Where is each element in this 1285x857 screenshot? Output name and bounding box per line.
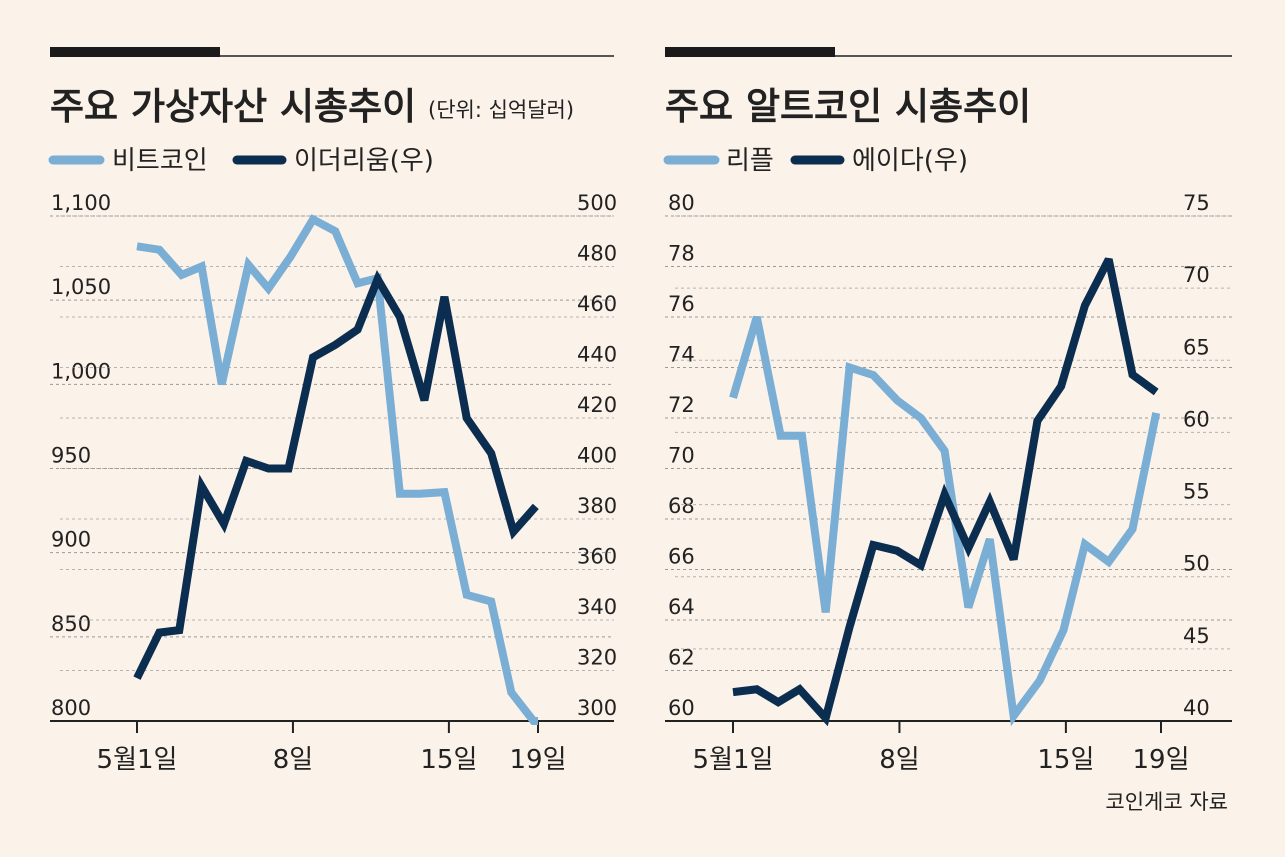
- panel2-right-tick-label: 45: [1183, 624, 1210, 648]
- panel1-right-tick-label: 320: [577, 646, 617, 670]
- panel2-x-tick-label: 8일: [879, 745, 919, 775]
- panel2-left-tick-label: 76: [668, 292, 695, 316]
- panel2-plot: 80 78 76 74 72 70 68 66 64 62 60 75 70 65 60 55 50 45 40 5월…: [665, 191, 1232, 775]
- panel2-title: 주요 알트코인 시총추이: [665, 85, 1031, 128]
- panel1-left-tick-label: 1,050: [51, 275, 111, 299]
- panel2-left-tick-label: 74: [668, 343, 695, 367]
- panel1-x-tick-label: 19일: [509, 745, 566, 775]
- panel2-x-tick-label: 19일: [1132, 745, 1189, 775]
- panel1-x-tick-label: 15일: [420, 745, 477, 775]
- panel2-x-tick-label: 15일: [1037, 745, 1094, 775]
- panel1-right-tick-label: 400: [577, 444, 617, 468]
- panel1-right-tick-label: 480: [577, 242, 617, 266]
- panel1-legend-ethereum: 이더리움(우): [294, 146, 434, 176]
- panel2-right-tick-label: 40: [1183, 696, 1210, 720]
- panel1-header-bar: [50, 47, 220, 57]
- panel1-x-tick-label: 8일: [273, 745, 313, 775]
- panel2-legend-ada: 에이다(우): [852, 146, 968, 176]
- panel1-right-tick-label: 300: [577, 696, 617, 720]
- panel1-left-tick-label: 1,100: [51, 191, 111, 215]
- panel1-left-tick-label: 1,000: [51, 359, 111, 383]
- panel2-left-tick-label: 68: [668, 494, 695, 518]
- panel1-left-tick-label: 900: [51, 528, 91, 552]
- panel2-right-tick-label: 70: [1183, 263, 1210, 287]
- panel2-left-tick-label: 70: [668, 444, 695, 468]
- panel2-left-tick-label: 72: [668, 393, 695, 417]
- panel2-right-tick-label: 75: [1183, 191, 1210, 215]
- panel1-title: 주요 가상자산 시총추이: [50, 85, 416, 128]
- panel2-series-line-light: [729, 315, 1161, 727]
- panel2-right-tick-label: 65: [1183, 335, 1210, 359]
- panel1-left-tick-label: 800: [51, 696, 91, 720]
- panel1-unit-note: (단위: 십억달러): [428, 98, 574, 122]
- panel2-left-tick-label: 62: [668, 646, 695, 670]
- panel1-right-tick-label: 440: [577, 343, 617, 367]
- panel1-right-tick-label: 500: [577, 191, 617, 215]
- panel2-left-tick-label: 66: [668, 545, 695, 569]
- panel1-left-tick-label: 950: [51, 444, 91, 468]
- panel2-left-tick-label: 80: [668, 191, 695, 215]
- panel1-x-tick-label: 5월1일: [97, 745, 178, 775]
- panel1-left-tick-label: 850: [51, 612, 91, 636]
- panel1-right-tick-label: 340: [577, 595, 617, 619]
- panel1-right-tick-label: 380: [577, 494, 617, 518]
- panel2-header-bar: [665, 47, 835, 57]
- panel1-series-line-light: [136, 214, 538, 725]
- panel2-series-line-dark: [732, 257, 1159, 727]
- panel2-left-tick-label: 78: [668, 242, 695, 266]
- panel1-right-tick-label: 360: [577, 545, 617, 569]
- panel2-legend-ripple: 리플: [726, 146, 774, 176]
- panel2-x-tick-label: 5월1일: [693, 745, 774, 775]
- source-note: 코인게코 자료: [1105, 790, 1228, 814]
- panel2-left-tick-label: 60: [668, 696, 695, 720]
- panel2-right-tick-label: 60: [1183, 407, 1210, 431]
- panel1-series-line-dark: [133, 270, 539, 680]
- panel2-left-tick-label: 64: [668, 595, 695, 619]
- panel1-plot: 1,100 1,050 1,000 950 900 850 800 500 480 460 440 4…: [50, 191, 617, 775]
- panel1-right-tick-label: 420: [577, 393, 617, 417]
- panel1-right-tick-label: 460: [577, 292, 617, 316]
- panel2-right-tick-label: 55: [1183, 480, 1210, 504]
- panel2-right-tick-label: 50: [1183, 552, 1210, 576]
- panel1-legend-bitcoin: 비트코인: [112, 146, 208, 176]
